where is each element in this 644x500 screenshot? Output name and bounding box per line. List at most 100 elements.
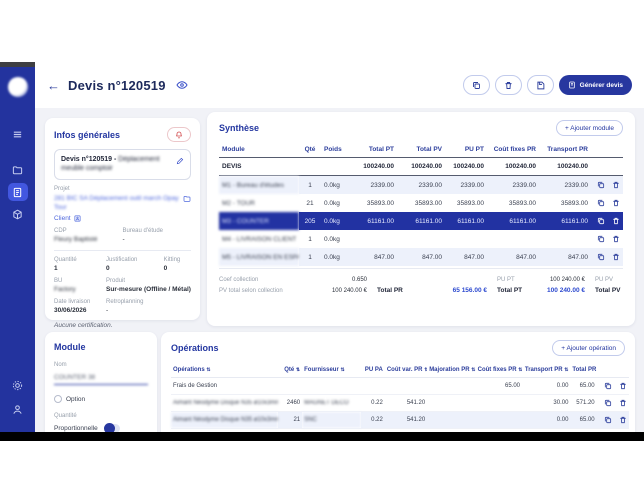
screen-bottom-bar [0, 432, 644, 441]
copy-icon[interactable] [597, 217, 605, 225]
sort-icon: ⇅ [518, 367, 522, 373]
trash-icon[interactable] [619, 382, 627, 390]
copy-icon[interactable] [597, 235, 605, 243]
sort-majoration[interactable]: Majoration PR ⇅ [427, 363, 476, 378]
coef-collection-label: Coef collection [219, 276, 259, 283]
sidebar-item-devis[interactable] [7, 183, 28, 201]
sort-icon: ⇅ [340, 367, 345, 373]
operations-title: Opérations [171, 343, 219, 353]
pu-pt-value: 100 240.00 € [549, 276, 585, 283]
synthese-footer: Coef collection 0.650 PV total selon coll… [219, 268, 623, 296]
copy-icon[interactable] [597, 199, 605, 207]
menu-icon[interactable] [8, 125, 28, 143]
visibility-toggle[interactable] [176, 79, 188, 91]
client-card-icon [74, 215, 81, 222]
app-logo [7, 77, 28, 97]
date-livraison-label: Date livraison [54, 299, 91, 306]
cdp-value: Fleury Baptisté [54, 236, 98, 244]
copy-icon[interactable] [597, 253, 605, 261]
save-devis-button[interactable] [526, 75, 554, 95]
produit-value: Sur-mesure (Offline / Métal) [106, 286, 191, 294]
table-row-module-m5[interactable]: M5 - LIVRAISON EN ESPAGNE 1 0.0kg 847.00… [219, 248, 623, 266]
client-link[interactable]: Client [54, 215, 191, 222]
trash-icon[interactable] [619, 416, 627, 424]
settings-button[interactable] [8, 376, 28, 394]
sort-fournisseur[interactable]: Fournisseur ⇅ [302, 363, 361, 378]
sidebar-item-products[interactable] [8, 205, 28, 223]
quantite-label: Quantité [54, 257, 77, 264]
sort-cout-fixes[interactable]: Coût fixes PR ⇅ [475, 363, 522, 378]
back-button[interactable]: ← [47, 77, 60, 93]
divider [54, 250, 191, 252]
copy-icon[interactable] [604, 399, 612, 407]
module-quantite-label: Quantité [54, 413, 77, 419]
trash-icon[interactable] [612, 199, 620, 207]
table-row-module-m2[interactable]: M2 - TOUR 21 0.0kg 35893.00 35893.00 358… [219, 194, 623, 212]
sidebar [0, 67, 35, 432]
sort-transport[interactable]: Transport PR ⇅ [522, 363, 571, 378]
total-pv-label: Total PV [595, 287, 621, 294]
duplicate-devis-button[interactable] [462, 75, 490, 95]
add-module-button[interactable]: + Ajouter module [556, 120, 623, 136]
generate-devis-button[interactable]: Générer devis [558, 75, 632, 95]
operations-panel: Opérations + Ajouter opération Opération… [161, 332, 635, 432]
save-icon [537, 81, 544, 89]
trash-icon[interactable] [612, 253, 620, 261]
page-header: ← Devis n°120519 Générer devis [35, 62, 644, 108]
delete-devis-button[interactable] [494, 75, 522, 95]
operation-row[interactable]: Aimant Néodyme Disque N35 ø10x3mm 2460 M… [171, 394, 629, 412]
synthese-panel: Synthèse + Ajouter module Module Qté Poi… [207, 112, 635, 326]
quantite-value: 1 [54, 265, 58, 273]
copy-icon[interactable] [597, 181, 605, 189]
operation-row[interactable]: Frais de Gestion 65.00 0.00 65.00 [171, 377, 629, 395]
notifications-button[interactable] [167, 127, 191, 142]
module-panel: Module Nom COUNTER 38 Option Quantité Pr… [45, 332, 157, 432]
sort-icon: ⇅ [295, 367, 301, 373]
date-livraison-value: 30/06/2026 [54, 307, 87, 315]
account-button[interactable] [8, 400, 28, 418]
document-icon [568, 81, 575, 89]
table-row-module-m1[interactable]: M1 - Bureau d'études 1 0.0kg 2339.00 233… [219, 175, 623, 194]
bell-icon [176, 131, 182, 138]
retroplanning-value: - [106, 307, 109, 315]
sort-qte[interactable]: Qté ⇅ [277, 363, 303, 378]
sort-cout-var[interactable]: Coût var. PR ⇅ [384, 363, 428, 378]
user-icon [13, 404, 22, 414]
bureau-label: Bureau d'étude [122, 228, 164, 235]
total-pt-label: Total PT [497, 287, 523, 294]
projet-link[interactable]: 281 BIC SA Déplacement outil march Opay … [54, 194, 191, 212]
table-row-module-m3-selected[interactable]: M3 - COUNTER 205 0.0kg 61161.00 61161.00… [219, 212, 623, 230]
edit-devis-name-button[interactable] [176, 157, 184, 167]
table-row-module-m4[interactable]: M4 - LIVRAISON CLIENT 1 0.0kg [219, 230, 623, 248]
nom-label: Nom [54, 362, 67, 368]
option-checkbox[interactable] [54, 395, 62, 403]
col-total-pr: Total PR [570, 363, 597, 378]
trash-icon[interactable] [612, 217, 620, 225]
document-icon [13, 187, 22, 197]
proportionnelle-toggle[interactable] [103, 423, 120, 432]
operation-row[interactable]: Aimant Néodyme Disque N35 ø10x3mm 21 SNC… [171, 411, 629, 429]
certification-note: Aucune certification. [54, 322, 113, 330]
sort-icon: ⇅ [564, 367, 569, 373]
app-window: ← Devis n°120519 Générer devis [0, 62, 644, 432]
sort-operations[interactable]: Opérations ⇅ [171, 363, 278, 378]
copy-icon[interactable] [604, 382, 612, 390]
kitting-value: 0 [163, 265, 168, 273]
total-pt-value: 100 240.00 € [547, 287, 585, 294]
devis-card-subtitle: Déplacement meuble comptoir [61, 156, 160, 173]
synthese-title: Synthèse [219, 123, 260, 133]
total-pr-label: Total PR [377, 287, 403, 294]
trash-icon[interactable] [612, 235, 620, 243]
synthese-table: Module Qté Poids Total PT Total PV PU PT… [219, 142, 623, 266]
trash-icon[interactable] [612, 181, 620, 189]
infos-title: Infos générales [54, 129, 121, 140]
trash-icon [505, 81, 512, 89]
nom-input[interactable]: COUNTER 38 [54, 374, 148, 385]
copy-icon[interactable] [604, 416, 612, 424]
sidebar-item-projects[interactable] [8, 161, 28, 179]
add-operation-button[interactable]: + Ajouter opération [552, 340, 625, 356]
table-row-devis[interactable]: DEVIS 100240.00 100240.00 100240.00 1002… [219, 157, 623, 176]
trash-icon[interactable] [619, 399, 627, 407]
justification-label: Justification [106, 257, 138, 264]
content-area: Infos générales Devis n°120519 - Déplace… [35, 108, 644, 432]
